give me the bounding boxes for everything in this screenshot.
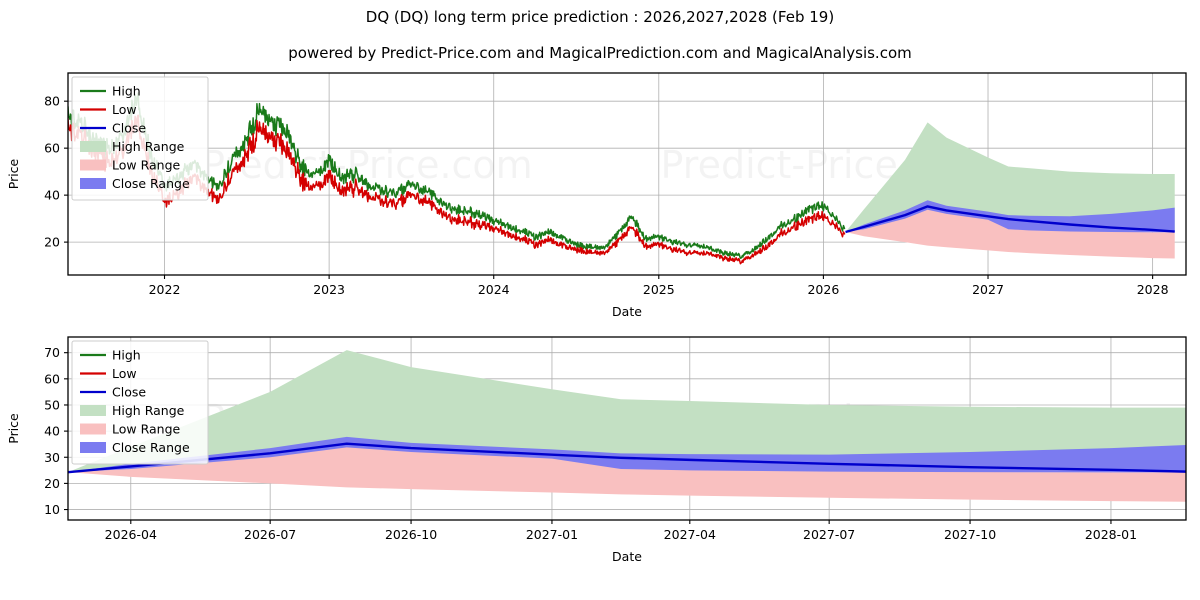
- legend-item: Close: [80, 385, 146, 400]
- legend-label: Low: [112, 366, 137, 381]
- legend-label: High: [112, 84, 141, 99]
- legend-label: Close: [112, 121, 146, 136]
- x-axis-title: Date: [612, 304, 642, 319]
- legend-item: High Range: [80, 403, 185, 418]
- close-range-band: [845, 200, 1175, 233]
- legend-label: Close Range: [112, 176, 190, 191]
- legend-item: Low Range: [80, 158, 181, 173]
- legend-label: High: [112, 348, 141, 363]
- x-tick-label: 2026: [807, 282, 839, 297]
- x-tick-label: 2022: [149, 282, 181, 297]
- low-range-band: [68, 446, 1186, 502]
- legend-patch-swatch: [80, 159, 106, 171]
- legend-item: High: [80, 348, 141, 363]
- legend-item: High: [80, 84, 141, 99]
- x-tick-label: 2027-04: [664, 527, 716, 542]
- legend-label: Low Range: [112, 158, 181, 173]
- legend-item: High Range: [80, 139, 185, 154]
- legend-label: High Range: [112, 403, 185, 418]
- y-axis-title: Price: [6, 413, 21, 444]
- plot-border: [67, 72, 1187, 276]
- x-axis-title: Date: [612, 549, 642, 564]
- x-tick-label: 2027-10: [944, 527, 996, 542]
- top-chart-panel: Predict-Price.comPredict-Price.com204060…: [0, 60, 1200, 320]
- legend-patch-swatch: [80, 178, 106, 189]
- y-tick-label: 70: [44, 345, 60, 360]
- legend-patch-swatch: [80, 141, 106, 152]
- legend-label: Low Range: [112, 422, 181, 437]
- bottom-chart-svg: Predict-Price.comPredict-Price.com102030…: [6, 336, 1187, 564]
- y-tick-label: 20: [44, 476, 60, 491]
- x-tick-label: 2028: [1137, 282, 1169, 297]
- plot-border: [67, 336, 1187, 521]
- legend-label: Close Range: [112, 440, 190, 455]
- x-tick-label: 2027-01: [526, 527, 578, 542]
- legend-patch-swatch: [80, 442, 106, 453]
- x-tick-label: 2025: [643, 282, 675, 297]
- y-tick-label: 20: [44, 235, 60, 250]
- legend-item: Low: [80, 366, 137, 381]
- y-tick-label: 30: [44, 450, 60, 465]
- x-tick-label: 2027-07: [803, 527, 855, 542]
- legend-item: Low Range: [80, 422, 181, 437]
- watermark-text: Predict-Price.com: [202, 143, 533, 187]
- y-tick-label: 80: [44, 94, 60, 109]
- legend-label: High Range: [112, 139, 185, 154]
- legend-label: Close: [112, 385, 146, 400]
- legend-patch-swatch: [80, 405, 106, 416]
- close-forecast-line: [68, 442, 1186, 474]
- top-chart-svg: Predict-Price.comPredict-Price.com204060…: [6, 72, 1187, 319]
- x-tick-label: 2027: [972, 282, 1004, 297]
- y-tick-label: 50: [44, 397, 60, 412]
- chart-legend: High Low Close High Range Low Range Close Ran…: [71, 76, 209, 201]
- legend-label: Low: [112, 102, 137, 117]
- y-tick-label: 40: [44, 188, 60, 203]
- legend-patch-swatch: [80, 423, 106, 435]
- y-tick-label: 40: [44, 424, 60, 439]
- x-tick-label: 2026-07: [244, 527, 296, 542]
- y-tick-label: 10: [44, 502, 60, 517]
- bottom-chart-panel: Predict-Price.comPredict-Price.com102030…: [0, 325, 1200, 600]
- close-forecast-line: [845, 205, 1175, 234]
- x-tick-label: 2026-04: [105, 527, 157, 542]
- page-subtitle: powered by Predict-Price.com and Magical…: [288, 44, 912, 62]
- y-tick-label: 60: [44, 371, 60, 386]
- close-range-band: [68, 436, 1186, 473]
- legend-item: Close: [80, 121, 146, 136]
- y-axis-title: Price: [6, 158, 21, 189]
- x-tick-label: 2028-01: [1085, 527, 1137, 542]
- x-tick-label: 2026-10: [385, 527, 437, 542]
- legend-item: Close Range: [80, 176, 190, 191]
- chart-legend: High Low Close High Range Low Range Close Ran…: [71, 340, 209, 465]
- low-range-band: [845, 208, 1175, 259]
- page-title: DQ (DQ) long term price prediction : 202…: [365, 8, 835, 26]
- x-tick-label: 2024: [478, 282, 510, 297]
- y-tick-label: 60: [44, 141, 60, 156]
- legend-item: Close Range: [80, 440, 190, 455]
- x-tick-label: 2023: [313, 282, 345, 297]
- legend-item: Low: [80, 102, 137, 117]
